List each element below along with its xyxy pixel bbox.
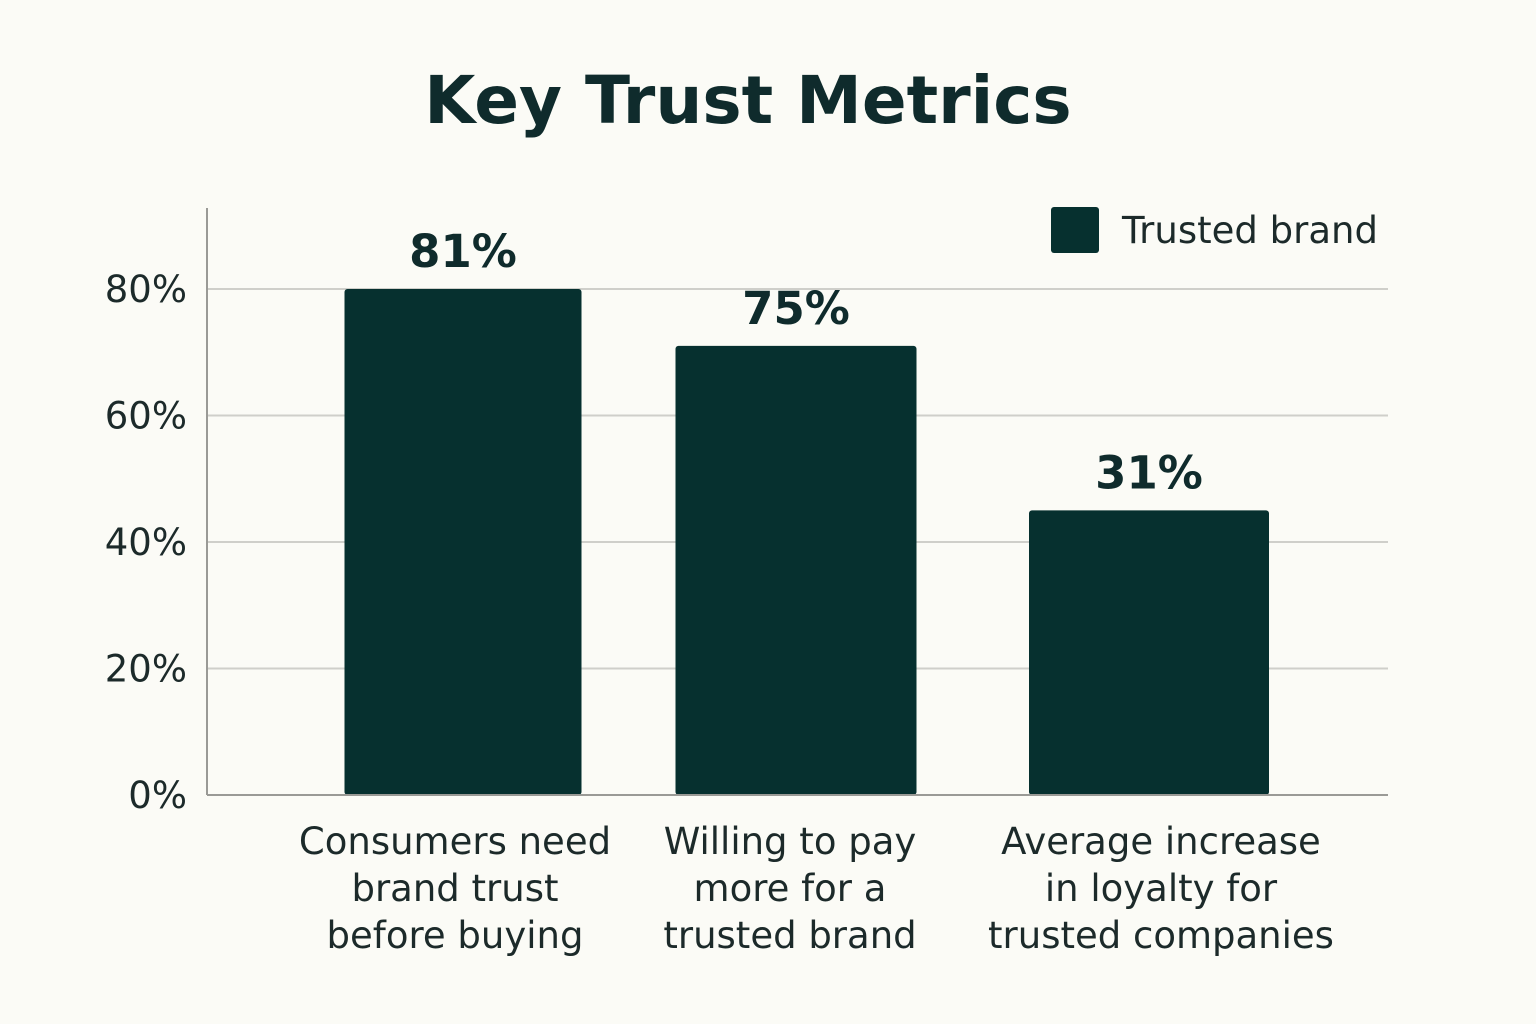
y-tick-label: 80% bbox=[105, 268, 187, 311]
bar bbox=[344, 289, 582, 795]
category-label: trusted companies bbox=[988, 914, 1334, 957]
category-label: Willing to pay bbox=[664, 820, 917, 863]
category-label: Consumers need bbox=[299, 820, 611, 863]
category-label: brand trust bbox=[351, 867, 558, 910]
y-tick-label: 40% bbox=[105, 521, 187, 564]
data-labels: 81% 75% 31% bbox=[409, 225, 1203, 499]
category-label: trusted brand bbox=[663, 914, 916, 957]
data-label: 75% bbox=[742, 282, 850, 335]
y-tick-label: 0% bbox=[128, 774, 187, 817]
y-axis-ticks: 0% 20% 40% 60% 80% bbox=[105, 268, 187, 817]
legend: Trusted brand bbox=[1051, 207, 1378, 253]
category-label: Average increase bbox=[1001, 820, 1321, 863]
category-label: in loyalty for bbox=[1045, 867, 1278, 910]
bar bbox=[675, 345, 917, 795]
y-tick-label: 60% bbox=[105, 395, 187, 438]
bars bbox=[344, 289, 1269, 795]
data-label: 81% bbox=[409, 225, 517, 278]
chart-title: Key Trust Metrics bbox=[424, 62, 1072, 139]
category-label: more for a bbox=[694, 867, 887, 910]
data-label: 31% bbox=[1095, 446, 1203, 499]
category-label: before buying bbox=[327, 914, 584, 957]
bar bbox=[1029, 510, 1269, 795]
legend-label: Trusted brand bbox=[1121, 209, 1378, 252]
y-tick-label: 20% bbox=[105, 648, 187, 691]
legend-swatch bbox=[1051, 207, 1099, 253]
axes bbox=[206, 208, 1388, 796]
